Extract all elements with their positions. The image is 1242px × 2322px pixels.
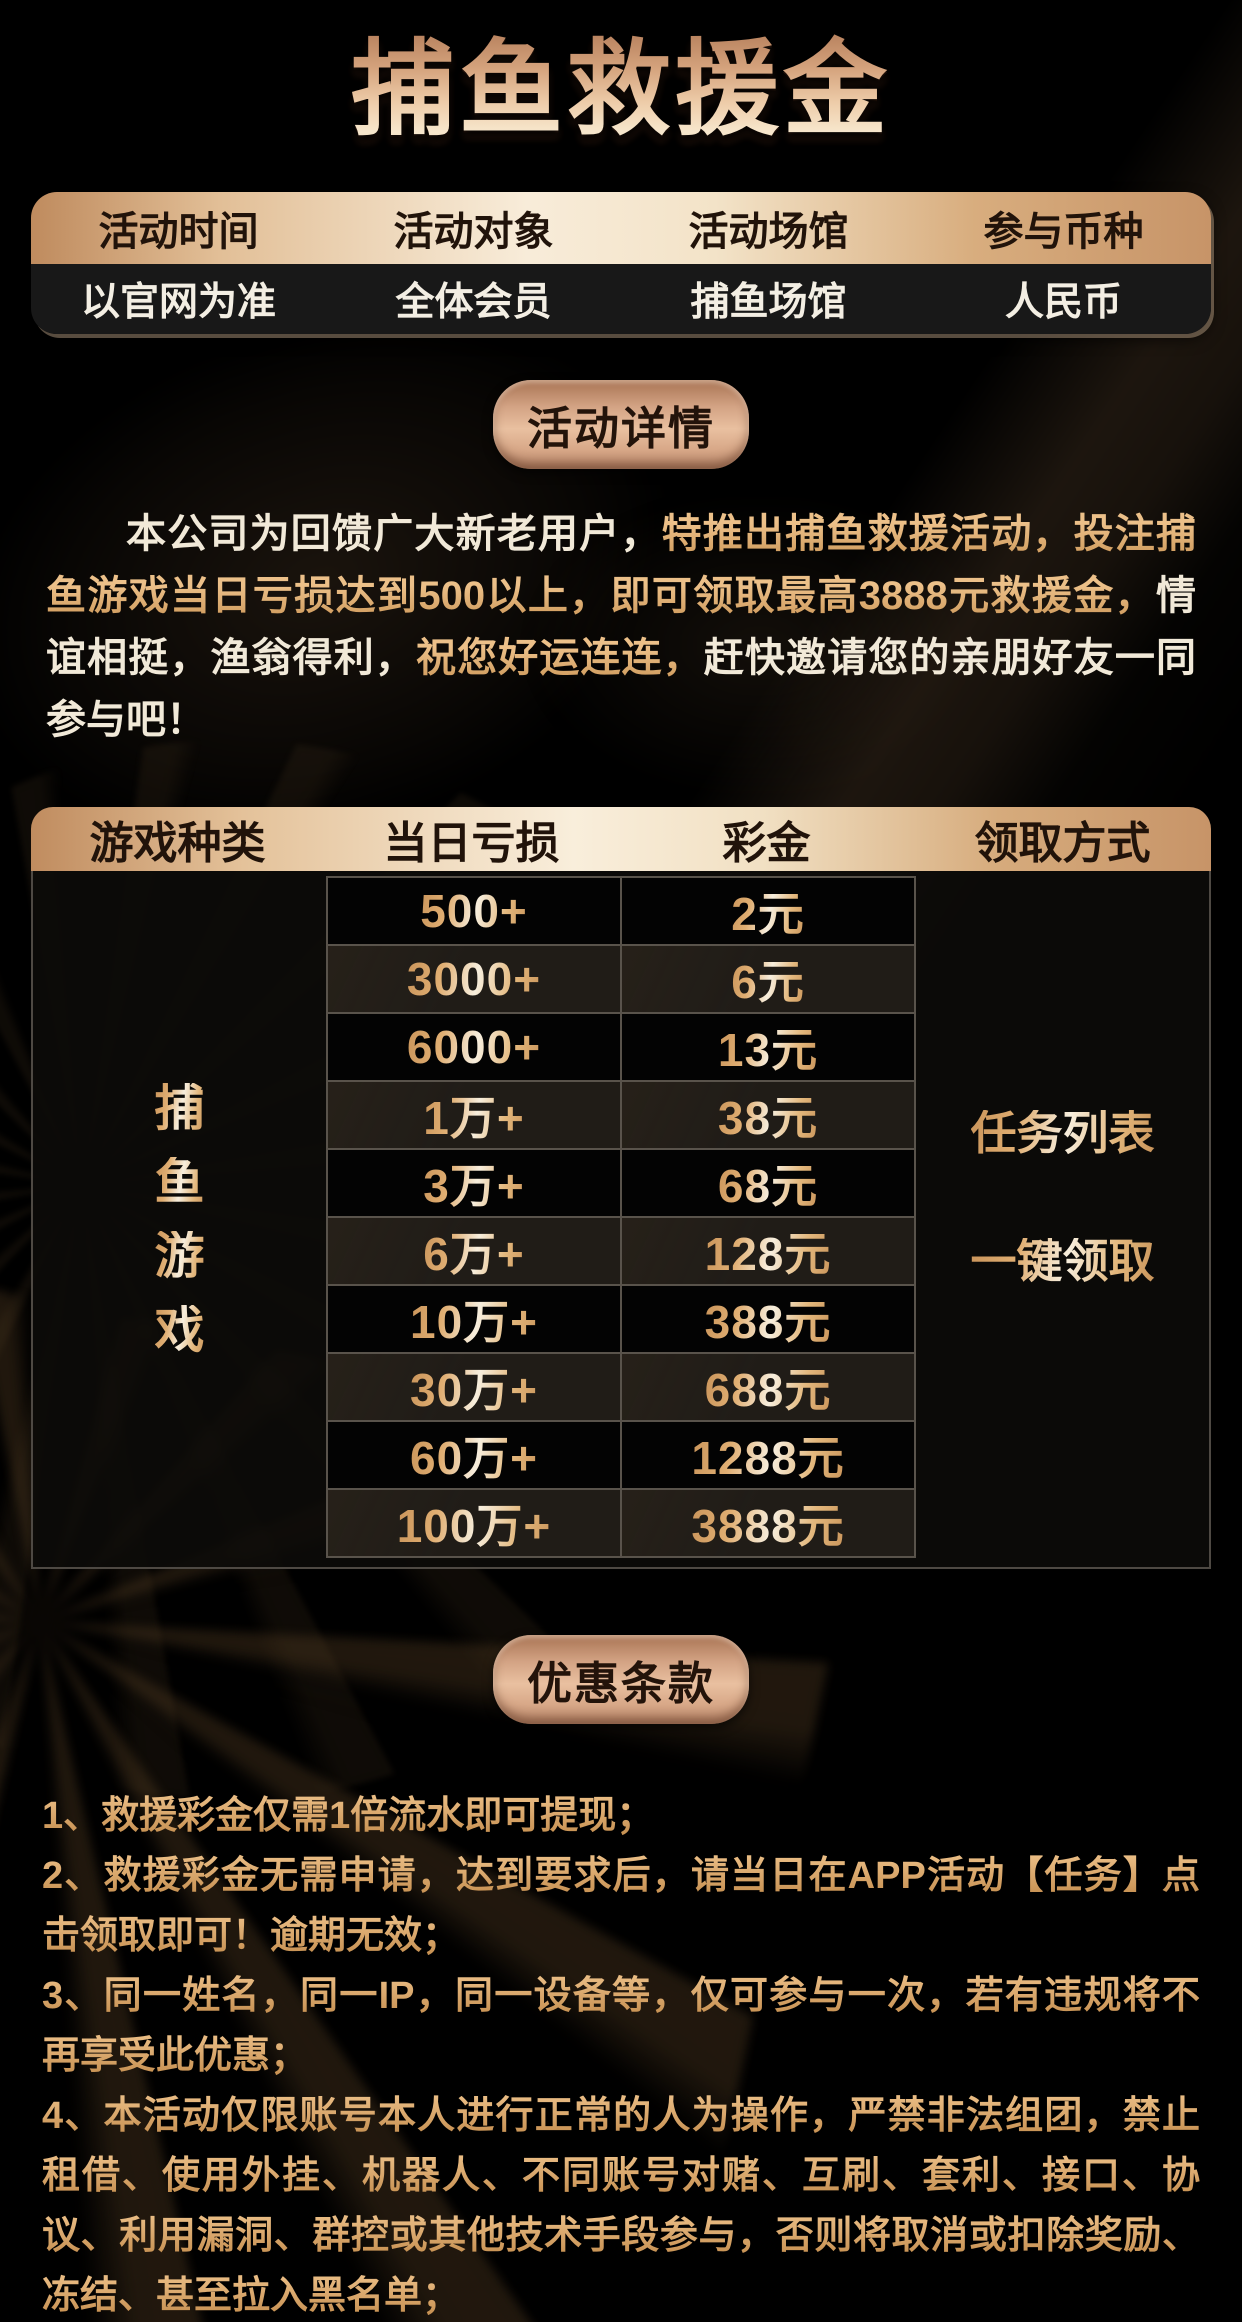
loss-cell: 3万+: [326, 1148, 622, 1218]
loss-value: 10万+: [409, 1296, 539, 1348]
info-header-activity-time: 活动时间: [98, 210, 259, 254]
bonus-row: 10万+ 388元: [326, 1284, 916, 1354]
bonus-grid: 500+ 2元 3000+ 6元 6000+ 13元 1万+ 38元 3万+ 68元 6万+ 128元…: [326, 876, 916, 1558]
term-item: 2、救援彩金无需申请，达到要求后，请当日在APP活动【任务】点击领取即可！逾期无…: [42, 1846, 1200, 1966]
loss-value: 1万+: [423, 1092, 525, 1144]
bonus-row: 60万+ 1288元: [326, 1420, 916, 1490]
loss-cell: 500+: [326, 876, 622, 946]
terms-list: 1、救援彩金仅需1倍流水即可提现； 2、救援彩金无需申请，达到要求后，请当日在AP…: [42, 1786, 1200, 2322]
prize-value: 68元: [717, 1160, 819, 1212]
game-type-cell: 捕鱼游戏: [33, 871, 326, 1567]
info-header-currency: 参与币种: [983, 210, 1144, 254]
info-value-venue: 捕鱼场馆: [690, 281, 847, 324]
info-header-audience: 活动对象: [393, 210, 554, 254]
loss-cell: 100万+: [326, 1488, 622, 1558]
game-type-char: 鱼: [154, 1154, 205, 1210]
loss-value: 6000+: [406, 1021, 542, 1073]
prize-cell: 68元: [620, 1148, 916, 1218]
prize-cell: 128元: [620, 1216, 916, 1286]
loss-cell: 1万+: [326, 1080, 622, 1150]
loss-value: 3000+: [406, 953, 542, 1005]
info-value-audience: 全体会员: [395, 281, 552, 324]
loss-value: 60万+: [409, 1432, 539, 1484]
game-type-char: 捕: [154, 1080, 205, 1136]
bonus-row: 500+ 2元: [326, 876, 916, 946]
prize-cell: 388元: [620, 1284, 916, 1354]
prize-value: 6元: [731, 956, 805, 1008]
promo-description: 本公司为回馈广大新老用户，特推出捕鱼救援活动，投注捕鱼游戏当日亏损达到500以上…: [46, 503, 1196, 751]
game-type-char: 戏: [154, 1302, 205, 1358]
page-title: 捕鱼救援金: [0, 34, 1242, 146]
prize-value: 688元: [704, 1364, 832, 1416]
claim-method-label: 任务列表: [970, 1107, 1155, 1159]
loss-value: 100万+: [396, 1500, 552, 1552]
loss-cell: 3000+: [326, 944, 622, 1014]
loss-value: 500+: [420, 885, 528, 937]
bonus-row: 6万+ 128元: [326, 1216, 916, 1286]
prize-value: 128元: [704, 1228, 832, 1280]
bonus-table-body: 捕鱼游戏 500+ 2元 3000+ 6元 6000+ 13元 1万+ 38元 3万+ 68元 6万…: [31, 871, 1211, 1569]
bonus-grid-column: 500+ 2元 3000+ 6元 6000+ 13元 1万+ 38元 3万+ 68元 6万+ 128元…: [326, 871, 916, 1567]
info-table-header-row: 活动时间 活动对象 活动场馆 参与币种: [31, 192, 1211, 264]
prize-cell: 13元: [620, 1012, 916, 1082]
bonus-row: 1万+ 38元: [326, 1080, 916, 1150]
bonus-row: 100万+ 3888元: [326, 1488, 916, 1558]
bonus-row: 30万+ 688元: [326, 1352, 916, 1422]
prize-value: 3888元: [691, 1500, 845, 1552]
bonus-header-game-type: 游戏种类: [89, 819, 266, 868]
loss-cell: 6万+: [326, 1216, 622, 1286]
info-table: 活动时间 活动对象 活动场馆 参与币种 以官网为准 全体会员 捕鱼场馆 人民币: [31, 192, 1211, 334]
info-header-venue: 活动场馆: [688, 210, 849, 254]
bonus-row: 3万+ 68元: [326, 1148, 916, 1218]
prize-cell: 688元: [620, 1352, 916, 1422]
terms-badge: 优惠条款: [492, 1635, 749, 1724]
prize-cell: 3888元: [620, 1488, 916, 1558]
loss-cell: 60万+: [326, 1420, 622, 1490]
loss-cell: 10万+: [326, 1284, 622, 1354]
term-item: 1、救援彩金仅需1倍流水即可提现；: [42, 1786, 1200, 1846]
bonus-header-prize: 彩金: [722, 819, 811, 868]
prize-value: 1288元: [691, 1432, 845, 1484]
loss-value: 6万+: [423, 1228, 525, 1280]
term-item: 4、本活动仅限账号本人进行正常的人为操作，严禁非法组团，禁止租借、使用外挂、机器…: [42, 2086, 1200, 2322]
info-value-currency: 人民币: [1004, 281, 1122, 324]
claim-method-label: 一键领取: [970, 1235, 1155, 1287]
info-value-activity-time: 以官网为准: [80, 281, 276, 324]
loss-value: 3万+: [423, 1160, 525, 1212]
loss-cell: 6000+: [326, 1012, 622, 1082]
prize-cell: 38元: [620, 1080, 916, 1150]
prize-value: 38元: [717, 1092, 819, 1144]
description-segment: 祝您好运连连，: [416, 636, 704, 680]
bonus-row: 3000+ 6元: [326, 944, 916, 1014]
bonus-table: 游戏种类 当日亏损 彩金 领取方式 捕鱼游戏 500+ 2元 3000+ 6元 6000…: [31, 807, 1211, 1569]
description-segment: 本公司为回馈广大新老用户，: [126, 512, 662, 556]
prize-cell: 1288元: [620, 1420, 916, 1490]
prize-cell: 2元: [620, 876, 916, 946]
prize-value: 2元: [731, 888, 805, 940]
loss-value: 30万+: [409, 1364, 539, 1416]
loss-cell: 30万+: [326, 1352, 622, 1422]
claim-method-cell: 任务列表 一键领取: [916, 849, 1209, 1545]
bonus-header-daily-loss: 当日亏损: [383, 819, 560, 868]
prize-cell: 6元: [620, 944, 916, 1014]
prize-value: 388元: [704, 1296, 832, 1348]
term-item: 3、同一姓名，同一IP，同一设备等，仅可参与一次，若有违规将不再享受此优惠；: [42, 1966, 1200, 2086]
game-type-char: 游: [154, 1228, 205, 1284]
bonus-row: 6000+ 13元: [326, 1012, 916, 1082]
details-badge: 活动详情: [492, 380, 749, 469]
info-table-value-row: 以官网为准 全体会员 捕鱼场馆 人民币: [31, 264, 1211, 334]
prize-value: 13元: [717, 1024, 819, 1076]
